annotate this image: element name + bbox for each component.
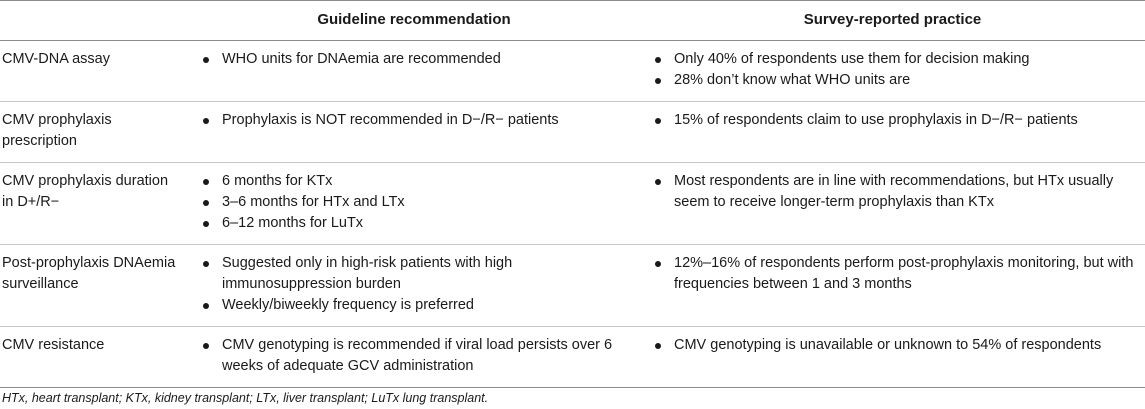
guideline-list: Suggested only in high-risk patients wit… — [200, 253, 626, 316]
row-guideline: WHO units for DNAemia are recommended — [188, 40, 640, 102]
row-guideline: 6 months for KTx 3–6 months for HTx and … — [188, 162, 640, 245]
row-survey: Most respondents are in line with recomm… — [640, 162, 1145, 245]
header-survey-reported-practice: Survey-reported practice — [640, 0, 1145, 41]
list-item: 6–12 months for LuTx — [200, 213, 626, 234]
comparison-table: Guideline recommendation Survey-reported… — [0, 0, 1145, 388]
row-topic: CMV prophylaxis duration in D+/R− — [0, 162, 188, 245]
table-row: CMV-DNA assay WHO units for DNAemia are … — [0, 40, 1145, 102]
header-topic — [0, 0, 188, 41]
table-footnote: HTx, heart transplant; KTx, kidney trans… — [2, 391, 489, 405]
survey-list: Most respondents are in line with recomm… — [652, 171, 1139, 213]
list-item: 3–6 months for HTx and LTx — [200, 192, 626, 213]
row-survey: Only 40% of respondents use them for dec… — [640, 40, 1145, 102]
list-item: 6 months for KTx — [200, 171, 626, 192]
table-row: CMV resistance CMV genotyping is recomme… — [0, 326, 1145, 388]
list-item: 12%–16% of respondents perform post-prop… — [652, 253, 1139, 295]
list-item: Prophylaxis is NOT recommended in D−/R− … — [200, 110, 626, 131]
row-topic: CMV-DNA assay — [0, 40, 188, 102]
row-survey: 12%–16% of respondents perform post-prop… — [640, 244, 1145, 327]
header-guideline-recommendation: Guideline recommendation — [188, 0, 640, 41]
row-guideline: CMV genotyping is recommended if viral l… — [188, 326, 640, 388]
list-item: CMV genotyping is recommended if viral l… — [200, 335, 626, 377]
list-item: Weekly/biweekly frequency is preferred — [200, 295, 626, 316]
survey-list: 15% of respondents claim to use prophyla… — [652, 110, 1139, 131]
guideline-list: CMV genotyping is recommended if viral l… — [200, 335, 626, 377]
table-header-row: Guideline recommendation Survey-reported… — [0, 0, 1145, 41]
list-item: Only 40% of respondents use them for dec… — [652, 49, 1139, 70]
table-row: CMV prophylaxis duration in D+/R− 6 mont… — [0, 162, 1145, 245]
guideline-list: 6 months for KTx 3–6 months for HTx and … — [200, 171, 626, 234]
table-row: CMV prophylaxis prescription Prophylaxis… — [0, 101, 1145, 163]
row-guideline: Prophylaxis is NOT recommended in D−/R− … — [188, 101, 640, 163]
guideline-list: WHO units for DNAemia are recommended — [200, 49, 626, 70]
guideline-list: Prophylaxis is NOT recommended in D−/R− … — [200, 110, 626, 131]
survey-list: 12%–16% of respondents perform post-prop… — [652, 253, 1139, 295]
row-topic: Post-prophylaxis DNAemia surveillance — [0, 244, 188, 327]
comparison-table-container: Guideline recommendation Survey-reported… — [0, 0, 1145, 388]
survey-list: CMV genotyping is unavailable or unknown… — [652, 335, 1139, 356]
list-item: Most respondents are in line with recomm… — [652, 171, 1139, 213]
list-item: WHO units for DNAemia are recommended — [200, 49, 626, 70]
row-survey: CMV genotyping is unavailable or unknown… — [640, 326, 1145, 388]
row-topic: CMV resistance — [0, 326, 188, 388]
list-item: 28% don’t know what WHO units are — [652, 70, 1139, 91]
list-item: Suggested only in high-risk patients wit… — [200, 253, 626, 295]
list-item: 15% of respondents claim to use prophyla… — [652, 110, 1139, 131]
row-survey: 15% of respondents claim to use prophyla… — [640, 101, 1145, 163]
survey-list: Only 40% of respondents use them for dec… — [652, 49, 1139, 91]
list-item: CMV genotyping is unavailable or unknown… — [652, 335, 1139, 356]
table-row: Post-prophylaxis DNAemia surveillance Su… — [0, 244, 1145, 327]
row-topic: CMV prophylaxis prescription — [0, 101, 188, 163]
row-guideline: Suggested only in high-risk patients wit… — [188, 244, 640, 327]
